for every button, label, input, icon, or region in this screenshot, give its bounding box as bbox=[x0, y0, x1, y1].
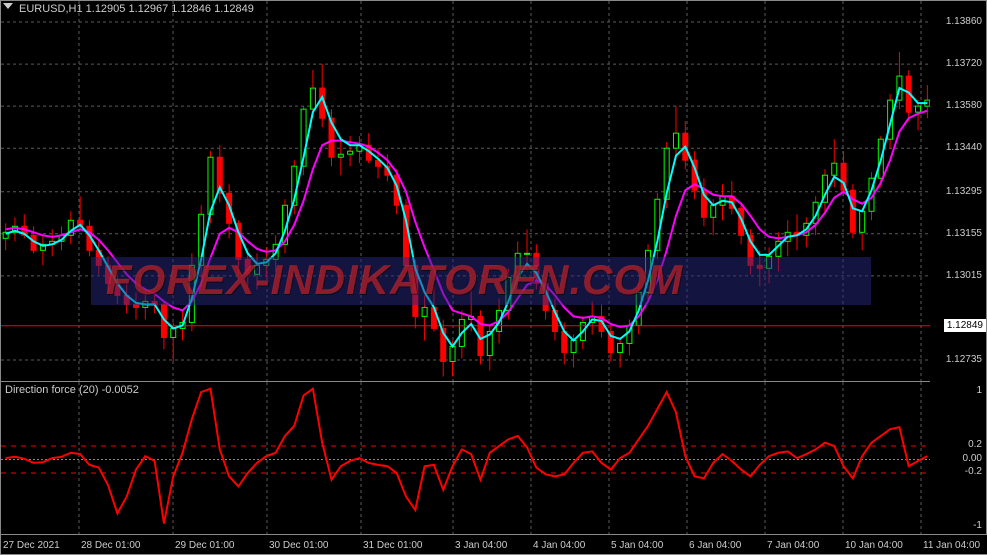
price-tick-label: 1.13720 bbox=[946, 58, 982, 69]
watermark-text: FOREX-INDIKATOREN.COM bbox=[106, 256, 683, 304]
main-price-chart[interactable]: EURUSD,H1 1.12905 1.12967 1.12846 1.1284… bbox=[1, 1, 932, 381]
symbol-label: EURUSD,H1 bbox=[19, 3, 83, 15]
current-price-box: 1.12849 bbox=[944, 319, 986, 332]
main-chart-svg bbox=[1, 1, 932, 381]
time-tick-label: 30 Dec 01:00 bbox=[269, 540, 329, 551]
indicator-label: Direction force (20) -0.0052 bbox=[5, 384, 139, 396]
time-tick-label: 5 Jan 04:00 bbox=[611, 540, 663, 551]
ohlc-label: 1.12905 1.12967 1.12846 1.12849 bbox=[86, 3, 254, 15]
chart-header: EURUSD,H1 1.12905 1.12967 1.12846 1.1284… bbox=[19, 3, 254, 15]
time-tick-label: 28 Dec 01:00 bbox=[81, 540, 141, 551]
indicator-tick-label: -0.2 bbox=[965, 466, 982, 477]
indicator-svg bbox=[1, 382, 932, 537]
time-tick-label: 7 Jan 04:00 bbox=[767, 540, 819, 551]
price-tick-label: 1.13295 bbox=[946, 186, 982, 197]
time-tick-label: 31 Dec 01:00 bbox=[363, 540, 423, 551]
indicator-chart[interactable]: Direction force (20) -0.0052 bbox=[1, 381, 932, 536]
indicator-y-axis: 1 0.2 0.00 -0.2 -1 bbox=[930, 381, 986, 536]
time-tick-label: 11 Jan 04:00 bbox=[923, 540, 980, 551]
price-tick-label: 1.13860 bbox=[946, 16, 982, 27]
time-tick-label: 6 Jan 04:00 bbox=[689, 540, 741, 551]
price-tick-label: 1.13015 bbox=[946, 270, 982, 281]
price-tick-label: 1.13580 bbox=[946, 100, 982, 111]
time-x-axis: 27 Dec 2021 28 Dec 01:00 29 Dec 01:00 30 De… bbox=[1, 534, 987, 554]
indicator-tick-label: -1 bbox=[973, 520, 982, 531]
chart-menu-dropdown-icon[interactable] bbox=[3, 3, 13, 9]
chart-container: EURUSD,H1 1.12905 1.12967 1.12846 1.1284… bbox=[0, 0, 987, 555]
time-tick-label: 10 Jan 04:00 bbox=[845, 540, 903, 551]
time-tick-label: 29 Dec 01:00 bbox=[175, 540, 235, 551]
indicator-tick-label: 1 bbox=[976, 385, 982, 396]
indicator-tick-label: 0.00 bbox=[963, 453, 982, 464]
price-tick-label: 1.13155 bbox=[946, 228, 982, 239]
indicator-tick-label: 0.2 bbox=[968, 439, 982, 450]
time-tick-label: 27 Dec 2021 bbox=[3, 540, 60, 551]
price-tick-label: 1.13440 bbox=[946, 142, 982, 153]
time-tick-label: 3 Jan 04:00 bbox=[455, 540, 507, 551]
price-y-axis: 1.13860 1.13720 1.13580 1.13440 1.13295 1.131… bbox=[930, 1, 986, 381]
price-tick-label: 1.12735 bbox=[946, 354, 982, 365]
time-tick-label: 4 Jan 04:00 bbox=[533, 540, 585, 551]
